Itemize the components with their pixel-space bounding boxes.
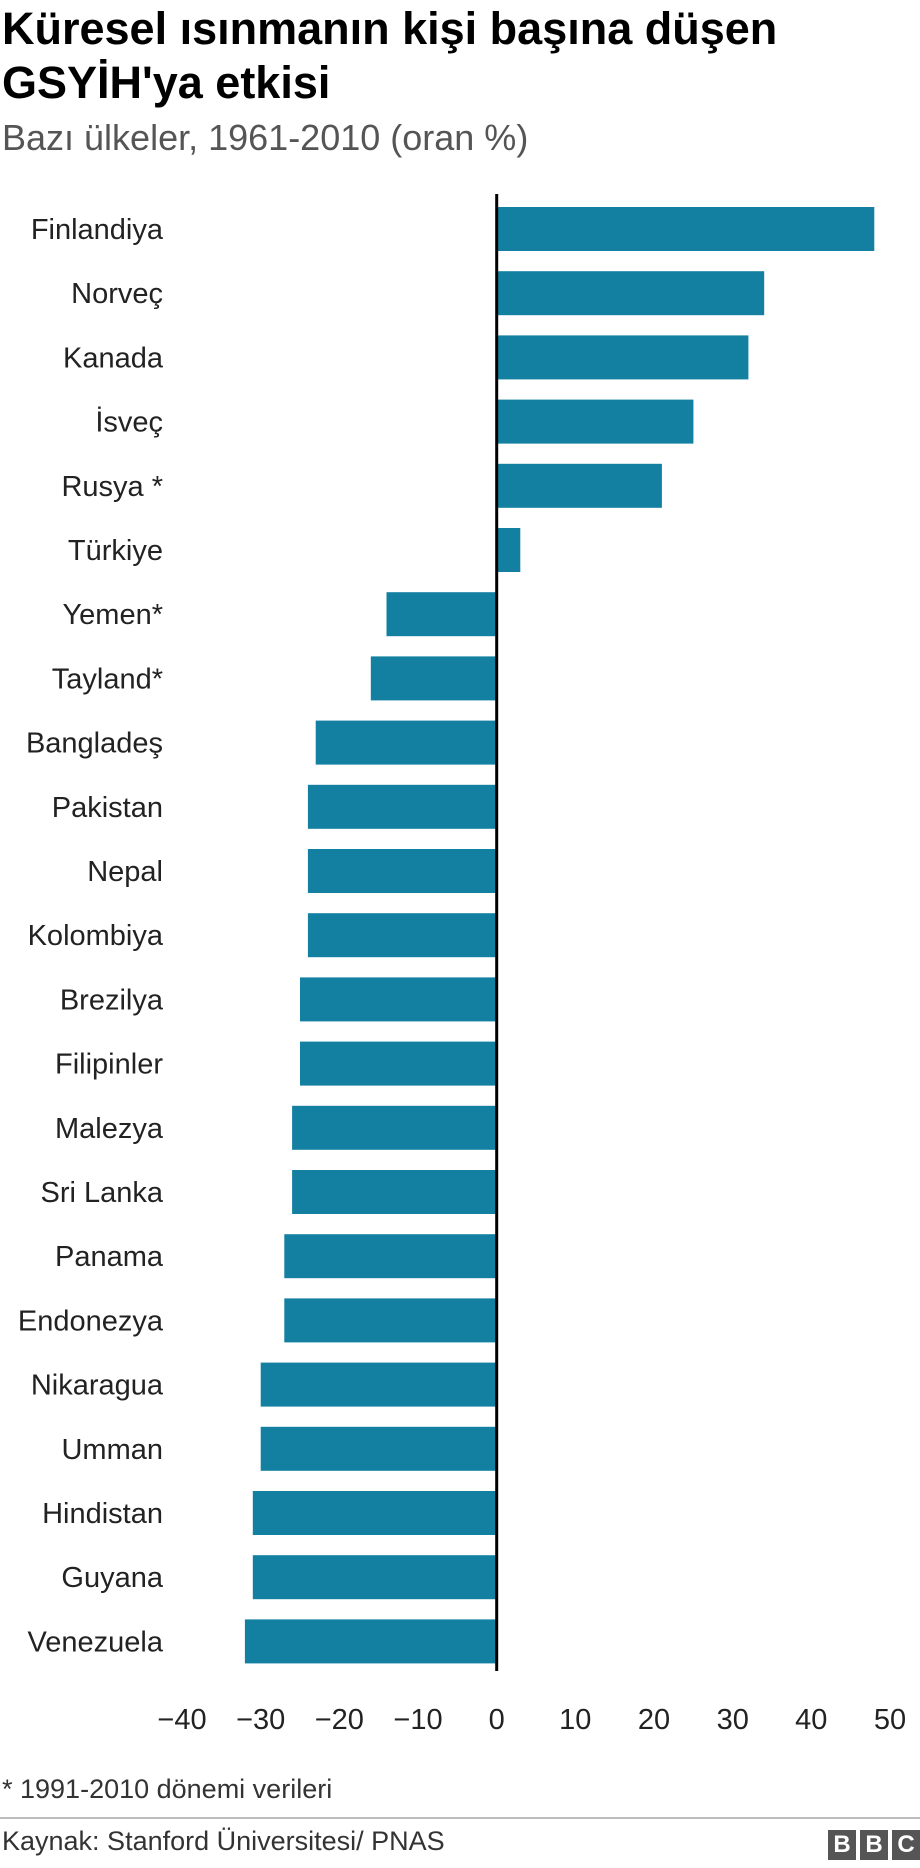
- chart-subtitle: Bazı ülkeler, 1961-2010 (oran %): [2, 117, 529, 158]
- category-label: Tayland*: [52, 663, 163, 695]
- bar: [284, 1298, 497, 1343]
- x-tick-label: 20: [638, 1704, 670, 1736]
- category-label: Venezuela: [28, 1626, 164, 1658]
- category-label: Rusya *: [61, 471, 163, 503]
- bar: [370, 656, 497, 701]
- bar: [300, 1041, 497, 1086]
- bbc-logo-letter: B: [860, 1830, 888, 1860]
- bar: [496, 271, 765, 316]
- bar: [292, 1105, 497, 1150]
- category-label: Hindistan: [42, 1498, 163, 1530]
- category-label: İsveç: [95, 406, 163, 439]
- category-label: Kolombiya: [28, 920, 164, 952]
- category-label: Bangladeş: [26, 728, 163, 760]
- bbc-logo: B B C: [828, 1830, 920, 1860]
- bar: [496, 528, 521, 572]
- category-label: Filipinler: [55, 1049, 163, 1081]
- x-tick-label: 0: [489, 1704, 505, 1736]
- category-label: Nikaragua: [31, 1370, 164, 1402]
- bar: [315, 720, 497, 765]
- bar: [260, 1362, 497, 1407]
- x-tick-label: −10: [393, 1704, 442, 1736]
- bar: [300, 977, 497, 1022]
- bars-group: [244, 207, 875, 1664]
- category-label: Yemen*: [62, 599, 163, 631]
- category-label: Malezya: [55, 1113, 164, 1145]
- bar: [252, 1491, 497, 1535]
- bar: [496, 207, 875, 251]
- category-label: Umman: [61, 1434, 163, 1466]
- bar: [386, 592, 497, 637]
- bar: [292, 1170, 497, 1214]
- category-label: Nepal: [87, 856, 163, 888]
- category-label: Sri Lanka: [40, 1177, 163, 1209]
- category-label: Türkiye: [68, 535, 163, 567]
- category-label: Kanada: [63, 342, 164, 374]
- bar: [284, 1234, 497, 1279]
- source-text: Kaynak: Stanford Üniversitesi/ PNAS: [2, 1826, 445, 1856]
- bar: [496, 335, 749, 380]
- category-label: Finlandiya: [31, 214, 164, 246]
- bar: [252, 1555, 497, 1600]
- bbc-logo-letter: C: [892, 1830, 920, 1860]
- x-tick-label: −40: [157, 1704, 206, 1736]
- category-label: Norveç: [71, 278, 163, 310]
- bar-chart: Finlandiya Norveç Kanada İsveç Rusya * Türkiy…: [18, 194, 906, 1736]
- category-label: Panama: [55, 1241, 164, 1273]
- category-label: Guyana: [61, 1562, 163, 1594]
- bar: [307, 913, 497, 958]
- category-label: Brezilya: [60, 984, 164, 1016]
- x-tick-label: 40: [795, 1704, 827, 1736]
- bar: [496, 463, 662, 508]
- category-label: Pakistan: [52, 792, 163, 824]
- x-tick-label: −20: [315, 1704, 364, 1736]
- x-tick-label: 10: [559, 1704, 591, 1736]
- bar: [244, 1619, 497, 1664]
- footnote: * 1991-2010 dönemi verileri: [2, 1774, 333, 1804]
- bar: [496, 399, 694, 444]
- x-tick-label: 30: [717, 1704, 749, 1736]
- x-tick-label: 50: [874, 1704, 906, 1736]
- bar: [307, 784, 497, 829]
- category-label: Endonezya: [18, 1305, 164, 1337]
- category-labels-group: Finlandiya Norveç Kanada İsveç Rusya * Türkiy…: [18, 214, 164, 1658]
- bar: [307, 849, 497, 893]
- x-axis-ticks-group: −40 −30 −20 −10 0 10 20 30 40 50: [157, 1704, 906, 1736]
- bar: [260, 1426, 497, 1471]
- chart-title: Küresel ısınmanın kişi başına düşen GSYİ…: [2, 3, 778, 108]
- x-tick-label: −30: [236, 1704, 285, 1736]
- footer-divider: [0, 1817, 920, 1819]
- bbc-logo-letter: B: [828, 1830, 856, 1860]
